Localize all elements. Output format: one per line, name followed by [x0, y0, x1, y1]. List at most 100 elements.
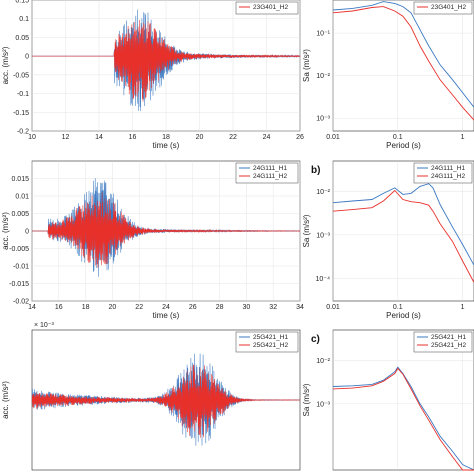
- y-axis-label: acc. (m/s²): [1, 46, 10, 84]
- spectrum-line-24G111_H1: [332, 183, 474, 266]
- x-tick-label: 16: [129, 134, 137, 141]
- panel-letter: b): [311, 165, 320, 176]
- x-axis-label: Period (s): [386, 141, 421, 150]
- plot-area: [332, 0, 474, 132]
- spectrum-line-25G421_H1: [332, 366, 474, 471]
- x-tick-label: 18: [162, 134, 170, 141]
- legend-box: [413, 331, 473, 353]
- legend-box: [235, 162, 299, 184]
- x-tick-label: 0.01: [326, 134, 340, 141]
- series-line-23G401_H2: [32, 19, 301, 102]
- y-tick-label: -0.05: [13, 72, 29, 79]
- series-line-24G111_H2: [32, 192, 301, 268]
- y-tick-label: 10⁻²: [316, 189, 330, 196]
- legend-box: [413, 1, 473, 15]
- y-tick-label: 10⁻²: [316, 73, 330, 80]
- grid: [31, 0, 301, 132]
- grid: [332, 161, 474, 301]
- legend-entry: 23G401_H2: [431, 4, 466, 11]
- x-tick-label: 10: [28, 134, 36, 141]
- y-tick-label: 0.015: [11, 176, 29, 183]
- x-axis-label: time (s): [153, 141, 180, 150]
- legend-box: [235, 331, 299, 353]
- y-tick-label: 0.05: [15, 35, 29, 42]
- x-axis-label: Period (s): [386, 311, 421, 320]
- legend-entry: 24G111_H2: [253, 173, 287, 180]
- spectrum-line-23G401_H1: [332, 1, 474, 108]
- x-tick-label: 20: [196, 134, 204, 141]
- x-tick-label: 12: [62, 134, 70, 141]
- x-tick-label: 28: [216, 304, 224, 311]
- y-tick-label: -0.02: [13, 299, 29, 306]
- x-tick-label: 0.1: [393, 134, 403, 141]
- x-tick-label: 24: [162, 304, 170, 311]
- legend-box: [413, 162, 473, 184]
- x-tick-label: 0.01: [326, 304, 340, 311]
- y-tick-label: -0.2: [17, 129, 29, 136]
- x-tick-label: 14: [28, 304, 36, 311]
- y-tick-label: 0.01: [15, 194, 29, 201]
- x-tick-label: 18: [82, 304, 90, 311]
- y-axis-label: Sa (m/s²): [302, 383, 311, 416]
- spectrum-line-25G421_H2: [332, 367, 474, 471]
- y-tick-label: -0.015: [9, 281, 29, 288]
- x-tick-label: 26: [189, 304, 197, 311]
- x-tick-label: 20: [109, 304, 117, 311]
- legend-entry: 23G401_H2: [253, 4, 288, 11]
- x-tick-label: 34: [296, 304, 304, 311]
- x-tick-label: 0.1: [393, 304, 403, 311]
- x-tick-label: 30: [243, 304, 251, 311]
- y-axis-label: Sa (m/s²): [302, 49, 311, 82]
- y-tick-label: 10⁻³: [316, 232, 330, 239]
- x-tick-label: 32: [269, 304, 277, 311]
- legend-entry: 25G421_H2: [253, 342, 288, 349]
- y-tick-label: 0: [25, 54, 29, 61]
- panel-b-left: 14 16 18 20 22 24 26 28 30 32 34 0.015 0.01 0.005 0 -0.…: [1, 160, 304, 320]
- y-axis-label: acc. (m/s²): [1, 212, 10, 250]
- grid: [332, 0, 474, 131]
- panel-a-left: 10 12 14 16 18 20 22 24 26 0.15 0.1 0.05 0 -0.05 -0.1 -…: [1, 0, 304, 150]
- spectrum-line-23G401_H2: [332, 6, 474, 121]
- x-tick-label: 16: [55, 304, 63, 311]
- panel-b-right: 0.01 0.1 1 10⁻² 10⁻³ 10⁻⁴ Period (s) Sa (m/s²) b…: [302, 160, 474, 320]
- legend-entry: 24G111_H1: [431, 165, 465, 172]
- x-tick-label: 1: [461, 134, 465, 141]
- y-tick-label: 10⁻²: [316, 358, 330, 365]
- y-tick-label: 0: [25, 229, 29, 236]
- y-tick-label: -0.15: [13, 110, 29, 117]
- grid: [332, 330, 474, 470]
- x-tick-label: 14: [95, 134, 103, 141]
- y-tick-label: 10⁻⁴: [316, 276, 331, 283]
- panel-a-right: 0.01 0.1 1 10⁻¹ 10⁻² 10⁻³ Period (s) Sa (m/s²) 2…: [302, 0, 474, 150]
- legend-entry: 24G111_H2: [431, 173, 465, 180]
- y-tick-label: 10⁻³: [316, 401, 330, 408]
- legend-entry: 25G421_H1: [253, 334, 288, 341]
- plot-area: [332, 160, 474, 302]
- y-tick-label: 10⁻¹: [316, 31, 330, 38]
- y-axis-label: acc. (m/s²): [1, 381, 10, 419]
- y-tick-label: 0.15: [15, 0, 29, 5]
- plot-area: [332, 329, 474, 471]
- legend-entry: 25G421_H1: [431, 334, 466, 341]
- y-tick-label: -0.01: [13, 264, 29, 271]
- x-tick-label: 24: [263, 134, 271, 141]
- x-tick-label: 22: [135, 304, 143, 311]
- x-axis-label: time (s): [153, 311, 180, 320]
- y-exponent-label: × 10⁻³: [34, 322, 55, 329]
- x-tick-label: 26: [296, 134, 304, 141]
- y-tick-label: 0.005: [11, 211, 29, 218]
- x-tick-label: 1: [461, 304, 465, 311]
- y-axis-label: Sa (m/s²): [302, 214, 311, 247]
- y-tick-label: 10⁻³: [316, 116, 330, 123]
- panel-letter: c): [311, 334, 320, 345]
- series-line-25G421_H2: [31, 364, 301, 438]
- y-tick-label: -0.005: [9, 246, 29, 253]
- y-tick-label: -0.1: [17, 91, 29, 98]
- legend-entry: 24G111_H1: [253, 165, 287, 172]
- y-tick-label: 0.1: [19, 16, 29, 23]
- x-tick-label: 22: [229, 134, 237, 141]
- legend-box: [235, 1, 299, 15]
